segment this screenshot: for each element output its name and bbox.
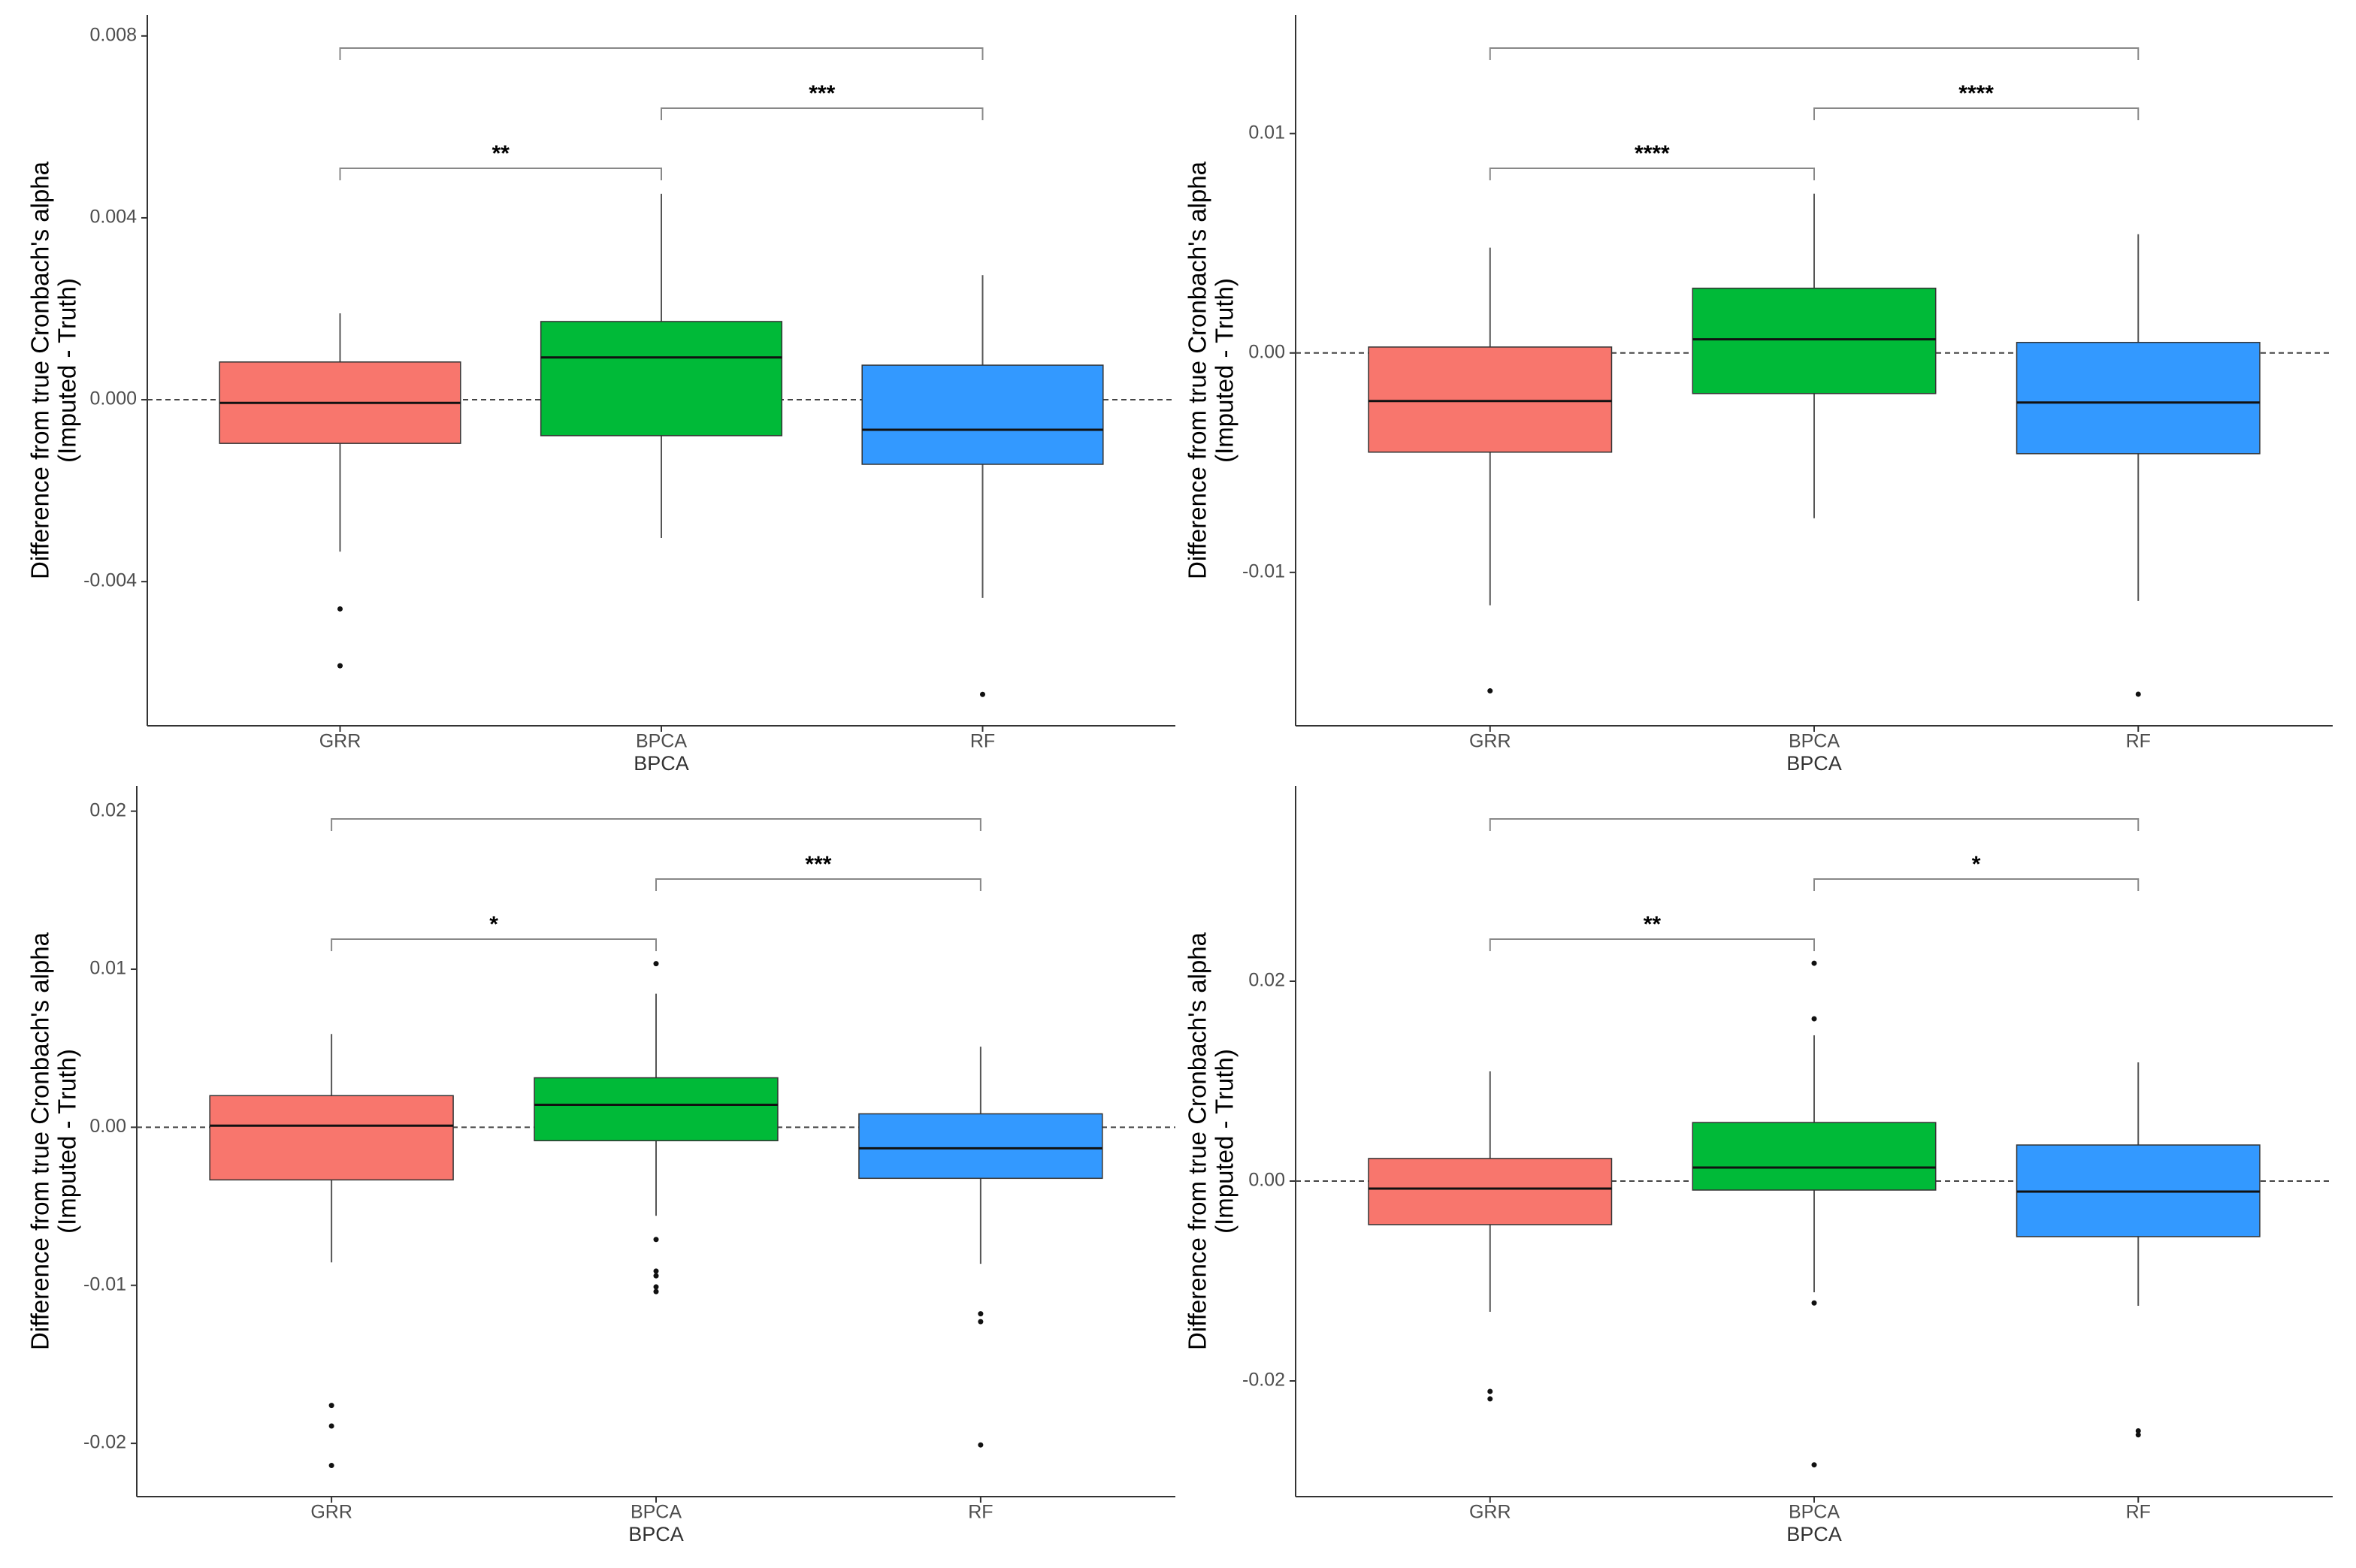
y-axis-title: (Imputed - Truth) xyxy=(1211,1049,1238,1234)
y-tick-label: 0.008 xyxy=(89,24,137,45)
outlier xyxy=(978,1319,984,1325)
y-axis-title: Difference from true Cronbach's alpha xyxy=(26,161,54,579)
y-tick-label: -0.01 xyxy=(1242,560,1285,582)
x-tick-label: RF xyxy=(968,1502,993,1523)
box xyxy=(1692,287,1937,394)
y-tick-label: 0.00 xyxy=(1248,341,1285,362)
outlier xyxy=(653,1284,659,1290)
y-axis-title: Difference from true Cronbach's alpha xyxy=(1184,932,1211,1350)
outlier xyxy=(1487,1396,1493,1402)
y-tick-label: -0.01 xyxy=(83,1273,126,1295)
comparison-bracket xyxy=(1813,878,2140,891)
outlier xyxy=(337,606,343,612)
box xyxy=(540,321,783,437)
comparison-bracket xyxy=(1489,168,1815,180)
outlier xyxy=(328,1423,334,1429)
significance-label: ** xyxy=(492,141,510,166)
comparison-bracket xyxy=(339,47,984,60)
comparison-bracket xyxy=(655,878,981,891)
outlier xyxy=(2135,1432,2141,1438)
x-tick-label: GRR xyxy=(310,1502,352,1523)
outlier xyxy=(653,961,659,967)
y-axis-title: (Imputed - Truth) xyxy=(53,1049,81,1234)
x-tick-label: RF xyxy=(2126,731,2151,752)
box xyxy=(1692,1122,1937,1191)
significance-label: ** xyxy=(1644,912,1662,937)
x-axis-title: BPCA xyxy=(628,1523,684,1545)
comparison-bracket xyxy=(1489,938,1815,951)
y-tick-label: 0.000 xyxy=(89,388,137,409)
x-axis-title: BPCA xyxy=(1786,752,1842,775)
outlier xyxy=(1811,1016,1817,1022)
box xyxy=(1368,346,1613,453)
outlier xyxy=(980,691,985,697)
x-axis-title: BPCA xyxy=(634,752,689,775)
y-axis-title: (Imputed - Truth) xyxy=(1211,278,1238,463)
outlier xyxy=(337,663,343,669)
outlier xyxy=(1811,1462,1817,1468)
outlier xyxy=(1811,1300,1817,1306)
comparison-bracket xyxy=(1813,107,2140,120)
outlier xyxy=(978,1442,984,1448)
y-tick-label: 0.01 xyxy=(89,958,126,979)
x-tick-label: RF xyxy=(2126,1502,2151,1523)
y-tick-label: 0.02 xyxy=(1248,970,1285,991)
outlier xyxy=(1487,688,1493,694)
x-tick-label: BPCA xyxy=(636,731,687,752)
comparison-bracket xyxy=(331,938,657,951)
outlier xyxy=(653,1268,659,1274)
x-tick-label: BPCA xyxy=(631,1502,682,1523)
y-tick-label: 0.01 xyxy=(1248,122,1285,143)
y-tick-label: 0.00 xyxy=(1248,1170,1285,1191)
y-tick-label: -0.004 xyxy=(83,570,137,591)
outlier xyxy=(328,1403,334,1409)
y-tick-label: 0.00 xyxy=(89,1116,126,1137)
outlier xyxy=(653,1289,659,1295)
y-tick-label: -0.02 xyxy=(1242,1370,1285,1391)
outlier xyxy=(2135,691,2141,697)
comparison-bracket xyxy=(661,107,984,120)
y-axis-title: (Imputed - Truth) xyxy=(53,278,81,463)
significance-label: * xyxy=(489,912,498,937)
significance-label: **** xyxy=(1958,81,1994,106)
y-axis-title: Difference from true Cronbach's alpha xyxy=(26,932,54,1350)
outlier xyxy=(978,1311,984,1317)
x-tick-label: GRR xyxy=(319,731,361,752)
outlier xyxy=(1811,960,1817,966)
box xyxy=(1368,1158,1613,1225)
significance-label: * xyxy=(1972,852,1981,877)
x-tick-label: GRR xyxy=(1469,731,1511,752)
box xyxy=(858,1113,1103,1180)
significance-label: *** xyxy=(805,852,831,877)
x-tick-label: RF xyxy=(970,731,995,752)
outlier xyxy=(328,1463,334,1469)
comparison-bracket xyxy=(339,168,662,180)
significance-label: *** xyxy=(809,81,835,106)
x-tick-label: BPCA xyxy=(1789,1502,1840,1523)
outlier xyxy=(653,1237,659,1243)
x-tick-label: BPCA xyxy=(1789,731,1840,752)
box xyxy=(534,1077,779,1142)
outlier xyxy=(1487,1388,1493,1394)
outlier xyxy=(653,1273,659,1279)
x-axis-title: BPCA xyxy=(1786,1523,1842,1545)
comparison-bracket xyxy=(1489,818,2140,831)
panel: -0.01 0.00 0.01 GRR BPCA RF **** **** Difference… xyxy=(1184,15,2333,775)
y-tick-label: 0.02 xyxy=(89,799,126,820)
comparison-bracket xyxy=(1489,47,2140,60)
significance-label: **** xyxy=(1635,141,1670,166)
y-tick-label: -0.02 xyxy=(83,1432,126,1453)
comparison-bracket xyxy=(331,818,981,831)
box xyxy=(861,364,1104,465)
x-tick-label: GRR xyxy=(1469,1502,1511,1523)
box xyxy=(209,1095,454,1181)
y-tick-label: 0.004 xyxy=(89,207,137,228)
y-axis-title: Difference from true Cronbach's alpha xyxy=(1184,161,1211,579)
outlier xyxy=(2135,1428,2141,1434)
box xyxy=(2016,342,2261,455)
